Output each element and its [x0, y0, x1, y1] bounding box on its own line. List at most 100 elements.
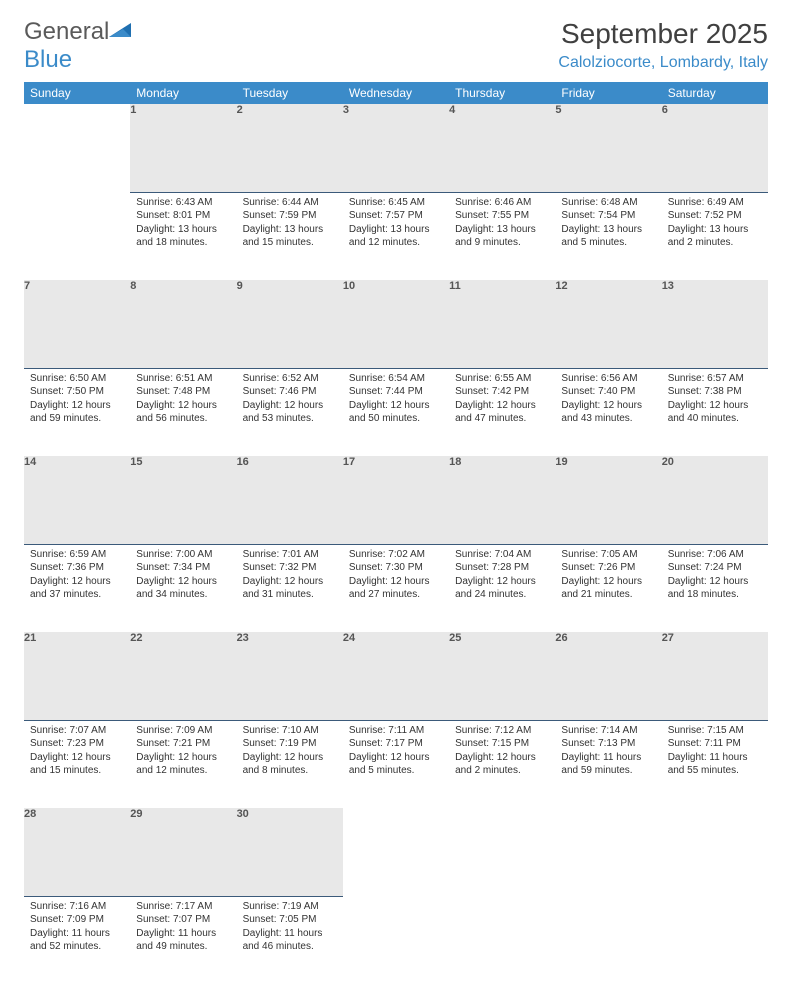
day-content-row: Sunrise: 6:43 AMSunset: 8:01 PMDaylight:… — [24, 192, 768, 280]
daylight-text: and 24 minutes. — [455, 588, 549, 602]
day-cell: Sunrise: 6:48 AMSunset: 7:54 PMDaylight:… — [555, 192, 661, 280]
title-block: September 2025 Calolziocorte, Lombardy, … — [558, 18, 768, 72]
daylight-text: and 2 minutes. — [455, 764, 549, 778]
logo-blue: Blue — [24, 46, 72, 73]
sunset-text: Sunset: 7:15 PM — [455, 737, 549, 751]
day-number: 8 — [130, 280, 236, 368]
sunset-text: Sunset: 8:01 PM — [136, 209, 230, 223]
day-number: 29 — [130, 808, 236, 896]
day-content-row: Sunrise: 6:50 AMSunset: 7:50 PMDaylight:… — [24, 368, 768, 456]
weekday-header: Friday — [555, 82, 661, 104]
day-number-row: 14151617181920 — [24, 456, 768, 544]
day-number: 30 — [237, 808, 343, 896]
day-cell: Sunrise: 7:12 AMSunset: 7:15 PMDaylight:… — [449, 720, 555, 808]
daylight-text: and 37 minutes. — [30, 588, 124, 602]
daylight-text: and 31 minutes. — [243, 588, 337, 602]
day-cell: Sunrise: 7:15 AMSunset: 7:11 PMDaylight:… — [662, 720, 768, 808]
sunset-text: Sunset: 7:19 PM — [243, 737, 337, 751]
day-number: 24 — [343, 632, 449, 720]
day-cell — [662, 896, 768, 984]
sunset-text: Sunset: 7:28 PM — [455, 561, 549, 575]
day-cell: Sunrise: 7:14 AMSunset: 7:13 PMDaylight:… — [555, 720, 661, 808]
sunset-text: Sunset: 7:59 PM — [243, 209, 337, 223]
day-details: Sunrise: 7:09 AMSunset: 7:21 PMDaylight:… — [130, 721, 236, 784]
daylight-text: Daylight: 12 hours — [668, 399, 762, 413]
day-details: Sunrise: 7:17 AMSunset: 7:07 PMDaylight:… — [130, 897, 236, 960]
daylight-text: and 18 minutes. — [136, 236, 230, 250]
daylight-text: and 59 minutes. — [561, 764, 655, 778]
day-cell: Sunrise: 7:19 AMSunset: 7:05 PMDaylight:… — [237, 896, 343, 984]
day-cell: Sunrise: 6:52 AMSunset: 7:46 PMDaylight:… — [237, 368, 343, 456]
day-cell: Sunrise: 6:56 AMSunset: 7:40 PMDaylight:… — [555, 368, 661, 456]
sunrise-text: Sunrise: 6:55 AM — [455, 372, 549, 386]
day-cell: Sunrise: 7:00 AMSunset: 7:34 PMDaylight:… — [130, 544, 236, 632]
daylight-text: Daylight: 12 hours — [455, 399, 549, 413]
sunrise-text: Sunrise: 7:07 AM — [30, 724, 124, 738]
sunset-text: Sunset: 7:40 PM — [561, 385, 655, 399]
daylight-text: Daylight: 11 hours — [668, 751, 762, 765]
sunset-text: Sunset: 7:30 PM — [349, 561, 443, 575]
day-details: Sunrise: 7:12 AMSunset: 7:15 PMDaylight:… — [449, 721, 555, 784]
sunset-text: Sunset: 7:13 PM — [561, 737, 655, 751]
logo-triangle-icon — [109, 21, 135, 39]
day-number: 6 — [662, 104, 768, 192]
sunset-text: Sunset: 7:48 PM — [136, 385, 230, 399]
day-details: Sunrise: 6:46 AMSunset: 7:55 PMDaylight:… — [449, 193, 555, 256]
logo-general: General — [24, 18, 109, 45]
sunrise-text: Sunrise: 7:12 AM — [455, 724, 549, 738]
day-details: Sunrise: 7:02 AMSunset: 7:30 PMDaylight:… — [343, 545, 449, 608]
daylight-text: and 27 minutes. — [349, 588, 443, 602]
daylight-text: and 40 minutes. — [668, 412, 762, 426]
daylight-text: Daylight: 12 hours — [349, 751, 443, 765]
sunset-text: Sunset: 7:42 PM — [455, 385, 549, 399]
day-cell: Sunrise: 7:01 AMSunset: 7:32 PMDaylight:… — [237, 544, 343, 632]
day-number: 27 — [662, 632, 768, 720]
day-cell: Sunrise: 6:54 AMSunset: 7:44 PMDaylight:… — [343, 368, 449, 456]
day-number — [343, 808, 449, 896]
day-number-row: 282930 — [24, 808, 768, 896]
calendar-table: SundayMondayTuesdayWednesdayThursdayFrid… — [24, 82, 768, 984]
daylight-text: and 49 minutes. — [136, 940, 230, 954]
weekday-header: Saturday — [662, 82, 768, 104]
sunrise-text: Sunrise: 6:51 AM — [136, 372, 230, 386]
daylight-text: Daylight: 12 hours — [561, 399, 655, 413]
day-cell: Sunrise: 6:43 AMSunset: 8:01 PMDaylight:… — [130, 192, 236, 280]
day-details: Sunrise: 6:45 AMSunset: 7:57 PMDaylight:… — [343, 193, 449, 256]
daylight-text: Daylight: 12 hours — [136, 399, 230, 413]
daylight-text: Daylight: 13 hours — [668, 223, 762, 237]
day-cell: Sunrise: 7:07 AMSunset: 7:23 PMDaylight:… — [24, 720, 130, 808]
day-details: Sunrise: 7:07 AMSunset: 7:23 PMDaylight:… — [24, 721, 130, 784]
sunrise-text: Sunrise: 7:16 AM — [30, 900, 124, 914]
day-cell: Sunrise: 7:16 AMSunset: 7:09 PMDaylight:… — [24, 896, 130, 984]
day-number: 7 — [24, 280, 130, 368]
sunset-text: Sunset: 7:57 PM — [349, 209, 443, 223]
day-cell: Sunrise: 7:05 AMSunset: 7:26 PMDaylight:… — [555, 544, 661, 632]
day-number — [24, 104, 130, 192]
day-number — [555, 808, 661, 896]
daylight-text: Daylight: 12 hours — [455, 751, 549, 765]
day-number: 1 — [130, 104, 236, 192]
day-cell — [343, 896, 449, 984]
sunrise-text: Sunrise: 6:46 AM — [455, 196, 549, 210]
sunrise-text: Sunrise: 6:54 AM — [349, 372, 443, 386]
day-number-row: 21222324252627 — [24, 632, 768, 720]
day-details: Sunrise: 7:10 AMSunset: 7:19 PMDaylight:… — [237, 721, 343, 784]
day-cell: Sunrise: 6:55 AMSunset: 7:42 PMDaylight:… — [449, 368, 555, 456]
day-cell: Sunrise: 6:57 AMSunset: 7:38 PMDaylight:… — [662, 368, 768, 456]
daylight-text: and 50 minutes. — [349, 412, 443, 426]
daylight-text: and 21 minutes. — [561, 588, 655, 602]
day-cell: Sunrise: 7:02 AMSunset: 7:30 PMDaylight:… — [343, 544, 449, 632]
daylight-text: and 15 minutes. — [243, 236, 337, 250]
daylight-text: and 52 minutes. — [30, 940, 124, 954]
day-number: 22 — [130, 632, 236, 720]
day-number: 25 — [449, 632, 555, 720]
day-details: Sunrise: 7:04 AMSunset: 7:28 PMDaylight:… — [449, 545, 555, 608]
day-number: 16 — [237, 456, 343, 544]
sunrise-text: Sunrise: 7:04 AM — [455, 548, 549, 562]
daylight-text: Daylight: 12 hours — [349, 399, 443, 413]
day-details: Sunrise: 6:43 AMSunset: 8:01 PMDaylight:… — [130, 193, 236, 256]
day-cell: Sunrise: 7:17 AMSunset: 7:07 PMDaylight:… — [130, 896, 236, 984]
daylight-text: Daylight: 13 hours — [455, 223, 549, 237]
sunrise-text: Sunrise: 7:02 AM — [349, 548, 443, 562]
sunrise-text: Sunrise: 7:15 AM — [668, 724, 762, 738]
